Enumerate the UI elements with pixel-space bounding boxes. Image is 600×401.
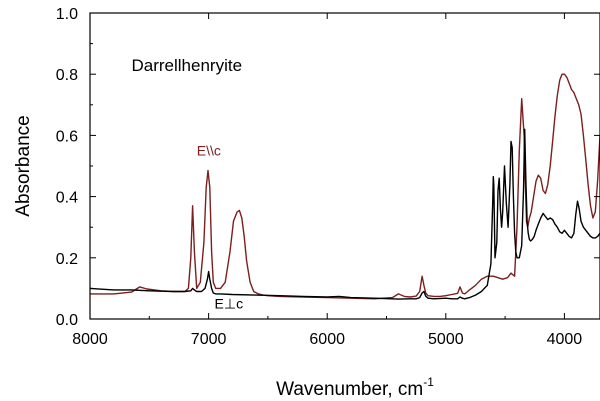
x-axis-title-text: Wavenumber, cm — [276, 379, 423, 400]
ticks-layer: 0.0 0.2 0.4 0.6 0.8 1.0 8000 7000 6000 5000 4000 — [56, 6, 600, 348]
x-axis-title-superscript: -1 — [423, 375, 434, 389]
x-tick-label: 7000 — [191, 331, 227, 348]
y-tick-label: 0.2 — [56, 251, 78, 268]
series-line-e-perp-c — [89, 128, 600, 300]
series-layer — [89, 73, 600, 300]
y-tick-label: 0.6 — [56, 128, 78, 145]
x-tick-label: 8000 — [72, 331, 108, 348]
y-tick-label: 1.0 — [56, 6, 78, 23]
series-line-e-parallel-c — [90, 73, 600, 300]
y-tick-label: 0.8 — [56, 67, 78, 84]
series-label-e-parallel-c: E\\c — [197, 142, 221, 158]
chart-title: Darrellhenryite — [132, 56, 243, 75]
y-axis-title: Absorbance — [13, 115, 34, 216]
y-tick-label: 0.4 — [56, 190, 78, 207]
series-label-e-perp-c: E⊥c — [215, 295, 244, 311]
y-tick-label: 0.0 — [56, 312, 78, 329]
x-axis-title: Wavenumber, cm-1 — [276, 375, 434, 400]
x-tick-label: 4000 — [547, 331, 583, 348]
x-tick-label: 6000 — [309, 331, 345, 348]
x-tick-label: 5000 — [428, 331, 464, 348]
